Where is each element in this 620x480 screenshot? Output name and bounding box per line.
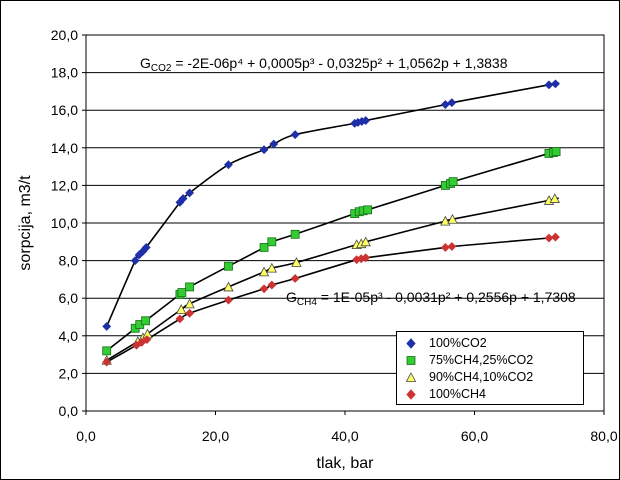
y-tick-label: 6,0 [59, 290, 79, 306]
diamond-icon [403, 335, 429, 352]
y-tick-label: 0,0 [59, 403, 79, 419]
y-tick-label: 8,0 [59, 253, 79, 269]
y-tick-label: 20,0 [51, 27, 78, 43]
y-tick-label: 4,0 [59, 328, 79, 344]
data-point-75%CH4,25%CO2 [448, 177, 458, 187]
data-point-100%CH4 [185, 308, 195, 318]
data-point-90%CH4,10%CO2 [258, 266, 270, 277]
data-point-100%CH4 [175, 314, 185, 324]
triangle-icon [403, 369, 429, 386]
data-point-90%CH4,10%CO2 [223, 281, 234, 292]
data-point-90%CH4,10%CO2 [176, 304, 187, 314]
data-point-90%CH4,10%CO2 [447, 213, 458, 224]
data-point-100%CH4 [224, 295, 233, 305]
data-point-90%CH4,10%CO2 [440, 215, 451, 226]
data-point-75%CH4,25%CO2 [551, 147, 561, 156]
x-tick-label: 60,0 [461, 428, 488, 444]
data-point-100%CO2 [224, 160, 233, 170]
data-point-90%CH4,10%CO2 [184, 298, 195, 309]
data-point-100%CO2 [259, 145, 269, 155]
data-point-75%CH4,25%CO2 [259, 243, 269, 252]
axes: 0,0 2,0 4,0 6,0 8,0 10,0 12,0 14,0 16,0 18,0 20,0 0… [51, 27, 618, 444]
data-point-75%CH4,25%CO2 [224, 261, 233, 271]
square-icon [403, 352, 429, 369]
data-point-90%CH4,10%CO2 [266, 262, 277, 273]
y-tick-label: 10,0 [51, 215, 78, 231]
data-point-100%CH4 [259, 284, 269, 294]
data-point-100%CO2 [178, 194, 188, 203]
y-tick-label: 2,0 [59, 365, 79, 381]
legend-item-co2: 100%CO2 [403, 335, 583, 352]
y-axis-title: sorpcija, m3/t [17, 175, 34, 271]
ch4-equation: GCH4 = 1E-05p³ - 0,0031p² + 0,2556p + 1,… [286, 289, 576, 308]
legend-item-ch4: 100%CH4 [403, 386, 583, 403]
legend: 100%CO2 75%CH4,25%CO2 90%CH4,10%CO2 100%… [396, 331, 584, 405]
data-point-100%CH4 [102, 357, 112, 367]
data-point-100%CO2 [361, 116, 371, 125]
legend-label: 100%CO2 [429, 336, 487, 350]
legend-label: 75%CH4,25%CO2 [429, 353, 534, 367]
legend-label: 100%CH4 [429, 387, 486, 401]
data-point-90%CH4,10%CO2 [291, 257, 302, 267]
data-point-100%CH4 [447, 242, 457, 251]
data-point-100%CO2 [141, 243, 151, 252]
data-point-100%CO2 [130, 256, 140, 266]
data-points [101, 79, 561, 367]
data-point-100%CO2 [551, 79, 560, 89]
data-point-100%CH4 [361, 253, 371, 263]
data-point-100%CH4 [551, 232, 560, 242]
y-tick-label: 16,0 [51, 102, 78, 118]
data-point-100%CH4 [267, 280, 277, 290]
data-point-75%CH4,25%CO2 [141, 316, 150, 326]
x-tick-label: 40,0 [331, 428, 358, 444]
data-point-75%CH4,25%CO2 [177, 288, 187, 297]
y-tick-label: 18,0 [51, 65, 78, 81]
x-axis-title: tlak, bar [317, 455, 375, 472]
legend-item-75ch4: 75%CH4,25%CO2 [403, 352, 583, 369]
data-point-75%CH4,25%CO2 [267, 237, 277, 247]
data-point-75%CH4,25%CO2 [102, 346, 112, 356]
x-tick-label: 80,0 [590, 428, 617, 444]
data-point-75%CH4,25%CO2 [185, 282, 195, 292]
legend-label: 90%CH4,10%CO2 [429, 370, 534, 384]
data-point-90%CH4,10%CO2 [549, 193, 560, 203]
data-point-100%CO2 [447, 98, 457, 108]
data-point-100%CH4 [142, 335, 152, 344]
data-point-100%CO2 [269, 139, 279, 149]
co2-equation: GCO2 = -2E-06p⁴ + 0,0005p³ - 0,0325p² + … [140, 55, 508, 74]
y-tick-label: 14,0 [51, 140, 78, 156]
x-tick-label: 20,0 [202, 428, 229, 444]
gridlines [86, 72, 604, 374]
data-point-100%CH4 [290, 274, 300, 283]
diamond-icon [403, 386, 429, 403]
data-point-75%CH4,25%CO2 [363, 205, 373, 215]
x-tick-label: 0,0 [76, 428, 96, 444]
data-point-75%CH4,25%CO2 [290, 229, 300, 239]
data-point-100%CO2 [102, 321, 112, 331]
data-point-90%CH4,10%CO2 [360, 236, 371, 247]
legend-item-90ch4: 90%CH4,10%CO2 [403, 369, 583, 386]
data-point-100%CO2 [185, 188, 195, 198]
data-point-100%CO2 [290, 130, 300, 140]
y-tick-label: 12,0 [51, 177, 78, 193]
